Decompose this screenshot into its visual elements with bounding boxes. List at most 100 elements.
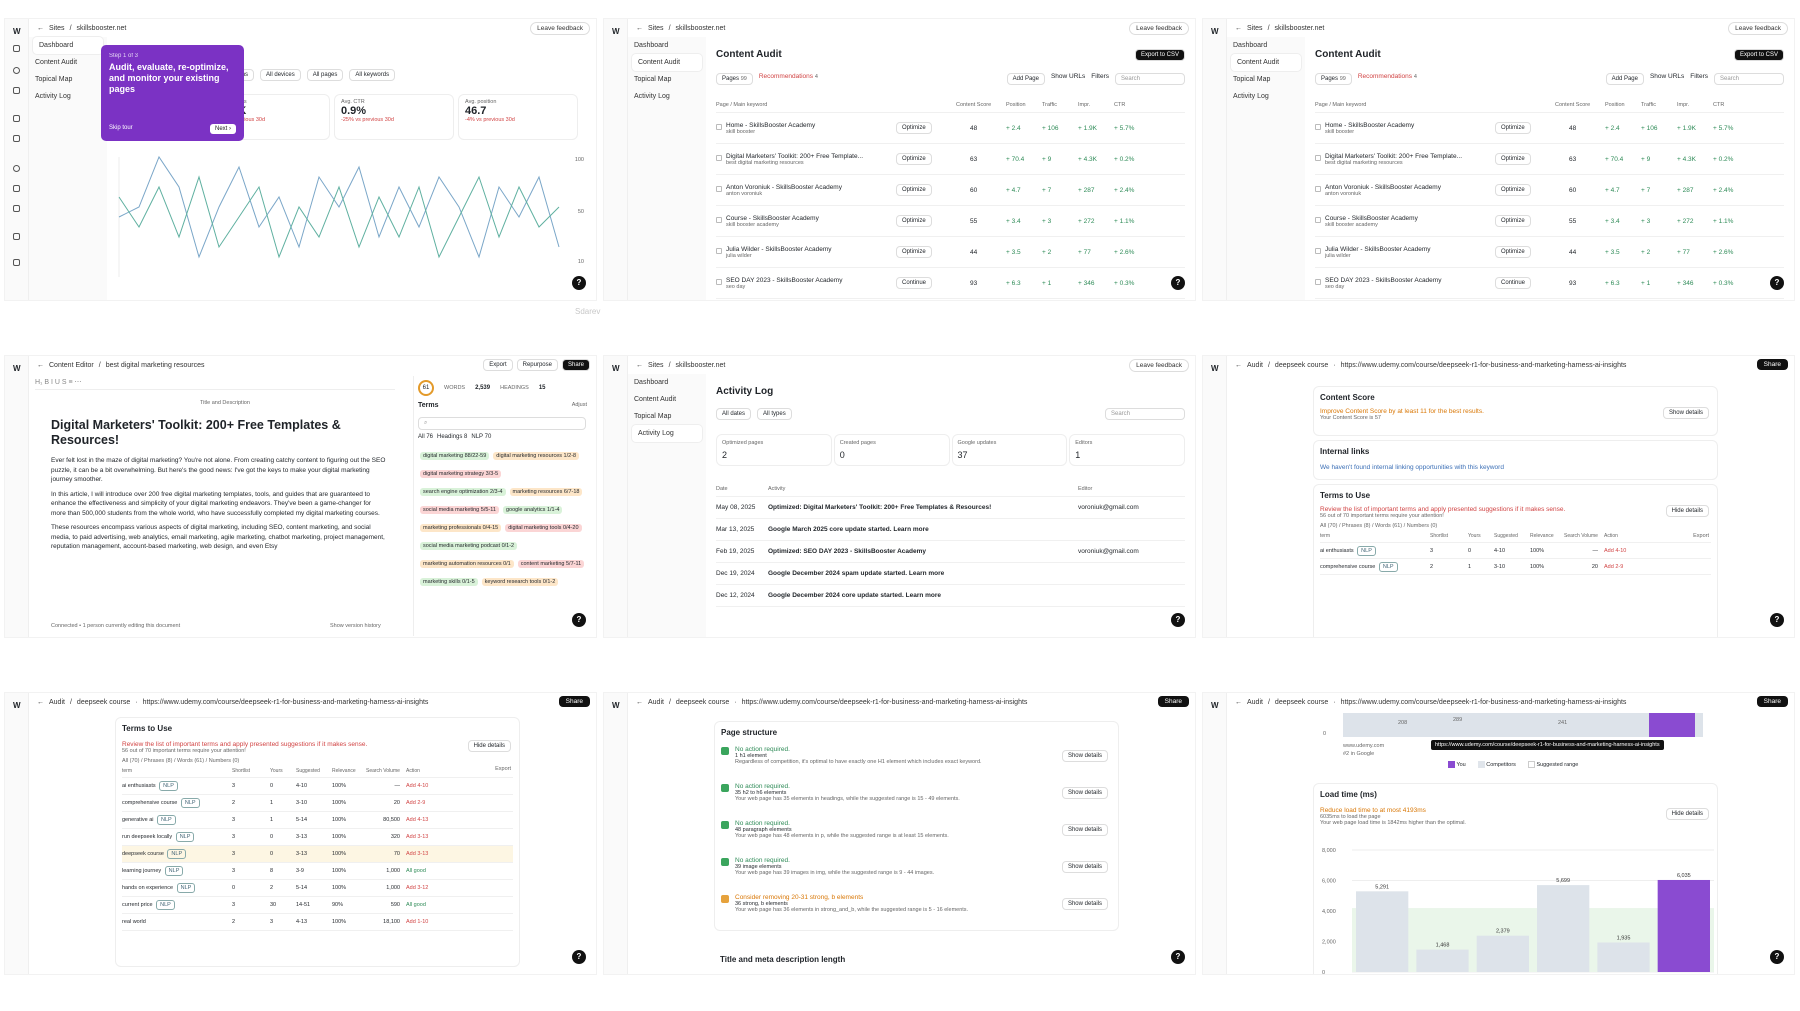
key-icon[interactable] xyxy=(13,185,20,192)
hide-details-button[interactable]: Hide details xyxy=(1665,808,1709,820)
row-checkbox[interactable] xyxy=(1315,185,1321,192)
shortlist-stepper[interactable]: 2 xyxy=(232,800,236,806)
row-checkbox[interactable] xyxy=(716,185,722,192)
help-button[interactable]: ? xyxy=(1770,613,1784,627)
row-checkbox[interactable] xyxy=(716,278,722,285)
optimize-button[interactable]: Optimize xyxy=(896,184,932,196)
term-chip[interactable]: marketing skills 0/1-5 xyxy=(420,578,478,586)
table-row[interactable]: Course - SkillsBooster Academy skill boos… xyxy=(1315,206,1784,237)
filters-button[interactable]: Filters xyxy=(1091,73,1109,80)
back-arrow-icon[interactable]: ← xyxy=(37,24,44,32)
term-chip[interactable]: digital marketing strategy 3/3-5 xyxy=(420,470,502,478)
show-details-button[interactable]: Show details xyxy=(1061,861,1108,873)
nav-activity-log[interactable]: Activity Log xyxy=(35,93,71,100)
nav-content-audit[interactable]: Content Audit xyxy=(632,54,702,71)
table-row[interactable]: Home - SkillsBooster Academy skill booste… xyxy=(1315,113,1784,144)
competitor-bar[interactable] xyxy=(1537,885,1590,972)
row-checkbox[interactable] xyxy=(1315,278,1321,285)
leave-feedback-button[interactable]: Leave feedback xyxy=(530,22,590,35)
table-row[interactable]: Anton Voroniuk - SkillsBooster Academy an… xyxy=(716,175,1185,206)
table-row[interactable]: Home - SkillsBooster Academy skill booste… xyxy=(716,113,1185,144)
shortlist-stepper[interactable]: 3 xyxy=(232,868,236,874)
term-chip[interactable]: social media marketing podcast 0/1-2 xyxy=(420,542,518,550)
share-button[interactable]: Share xyxy=(1756,696,1788,707)
page-name[interactable]: SEO DAY 2023 - SkillsBooster Academy xyxy=(726,276,843,284)
shortlist-stepper[interactable]: 3 xyxy=(232,783,236,789)
competitor-bar[interactable] xyxy=(1476,935,1529,972)
optimize-button[interactable]: Optimize xyxy=(896,122,932,134)
competitor-bar[interactable] xyxy=(1356,891,1409,972)
tab-pages[interactable]: Pages 99 xyxy=(1315,73,1352,85)
page-name[interactable]: Home - SkillsBooster Academy xyxy=(1325,121,1415,129)
settings-icon[interactable] xyxy=(13,259,20,266)
search-input[interactable]: Search xyxy=(1105,408,1185,420)
pin-icon[interactable] xyxy=(13,165,20,172)
term-chip[interactable]: content marketing 5/7-11 xyxy=(517,560,585,568)
show-details-button[interactable]: Show details xyxy=(1061,750,1108,762)
nav-activity-log[interactable]: Activity Log xyxy=(634,93,670,100)
competitor-bar[interactable] xyxy=(1597,942,1650,972)
export-button[interactable]: Export xyxy=(483,359,513,371)
trend-icon[interactable] xyxy=(13,233,20,240)
leave-feedback-button[interactable]: Leave feedback xyxy=(1728,22,1788,35)
help-button[interactable]: ? xyxy=(1770,950,1784,964)
filter-pages[interactable]: All pages xyxy=(306,69,344,81)
table-row[interactable]: SEO DAY 2023 - SkillsBooster Academy seo … xyxy=(1315,268,1784,299)
show-urls-toggle[interactable]: Show URLs xyxy=(1050,73,1086,80)
term-chip[interactable]: marketing automation resources 0/1 xyxy=(420,560,514,568)
help-button[interactable]: ? xyxy=(1171,613,1185,627)
workspace-logo[interactable]: W xyxy=(612,27,620,36)
page-name[interactable]: SEO DAY 2023 - SkillsBooster Academy xyxy=(1325,276,1442,284)
page-name[interactable]: Digital Marketers' Toolkit: 200+ Free Te… xyxy=(1325,152,1463,160)
row-checkbox[interactable] xyxy=(716,247,722,254)
show-details-button[interactable]: Show details xyxy=(1061,824,1108,836)
optimize-button[interactable]: Optimize xyxy=(896,215,932,227)
chart-icon[interactable] xyxy=(13,205,20,212)
activity-cell[interactable]: Google March 2025 core update started. L… xyxy=(768,526,929,533)
page-name[interactable]: Home - SkillsBooster Academy xyxy=(726,121,816,129)
optimize-button[interactable]: Optimize xyxy=(896,153,932,165)
doc-headline[interactable]: Digital Marketers' Toolkit: 200+ Free Te… xyxy=(51,418,341,447)
share-button[interactable]: Share xyxy=(561,359,590,371)
term-chip[interactable]: marketing professionals 0/4-15 xyxy=(420,524,502,532)
add-page-button[interactable]: Add Page xyxy=(1605,73,1644,85)
activity-cell[interactable]: Google December 2024 core update started… xyxy=(768,592,942,599)
next-button[interactable]: Next › xyxy=(209,124,236,134)
row-checkbox[interactable] xyxy=(1315,154,1321,161)
table-row[interactable]: Anton Voroniuk - SkillsBooster Academy an… xyxy=(1315,175,1784,206)
edit-icon[interactable] xyxy=(13,115,20,122)
shortlist-stepper[interactable]: 3 xyxy=(232,902,236,908)
skip-tour-link[interactable]: Skip tour xyxy=(109,125,133,131)
doc-body[interactable]: Ever felt lost in the maze of digital ma… xyxy=(51,457,386,550)
inbox-icon[interactable] xyxy=(13,45,20,52)
home-icon[interactable] xyxy=(13,67,20,74)
optimize-button[interactable]: Optimize xyxy=(1495,153,1531,165)
optimize-button[interactable]: Optimize xyxy=(896,246,932,258)
workspace-logo[interactable]: W xyxy=(13,27,21,36)
tab-recommendations[interactable]: Recommendations 4 xyxy=(1357,73,1417,80)
shortlist-stepper[interactable]: 3 xyxy=(232,851,236,857)
nav-dashboard[interactable]: Dashboard xyxy=(33,37,103,54)
page-name[interactable]: Julia Wilder - SkillsBooster Academy xyxy=(1325,245,1431,253)
page-name[interactable]: Course - SkillsBooster Academy xyxy=(1325,214,1418,222)
filter-devices[interactable]: All devices xyxy=(260,69,301,81)
optimize-button[interactable]: Optimize xyxy=(1495,246,1531,258)
show-details-button[interactable]: Show details xyxy=(1061,787,1108,799)
optimize-button[interactable]: Optimize xyxy=(1495,122,1531,134)
help-button[interactable]: ? xyxy=(572,613,586,627)
version-history-link[interactable]: Show version history xyxy=(330,623,381,629)
term-chip[interactable]: social media marketing 5/5-11 xyxy=(420,506,499,514)
optimize-button[interactable]: Continue xyxy=(1495,277,1532,289)
adjust-button[interactable]: Adjust xyxy=(571,402,587,408)
search-input[interactable]: Search xyxy=(1714,73,1784,85)
help-button[interactable]: ? xyxy=(1171,950,1185,964)
table-row[interactable]: Julia Wilder - SkillsBooster Academy juli… xyxy=(716,237,1185,268)
activity-cell[interactable]: Google December 2024 spam update started… xyxy=(768,570,945,577)
leave-feedback-button[interactable]: Leave feedback xyxy=(1129,359,1189,372)
help-button[interactable]: ? xyxy=(1770,276,1784,290)
term-chip[interactable]: digital marketing 88/22-59 xyxy=(420,452,490,460)
shortlist-stepper[interactable]: 2 xyxy=(232,919,236,925)
row-checkbox[interactable] xyxy=(1315,216,1321,223)
filters-button[interactable]: Filters xyxy=(1690,73,1708,80)
breadcrumb-sites[interactable]: Sites xyxy=(49,24,65,32)
